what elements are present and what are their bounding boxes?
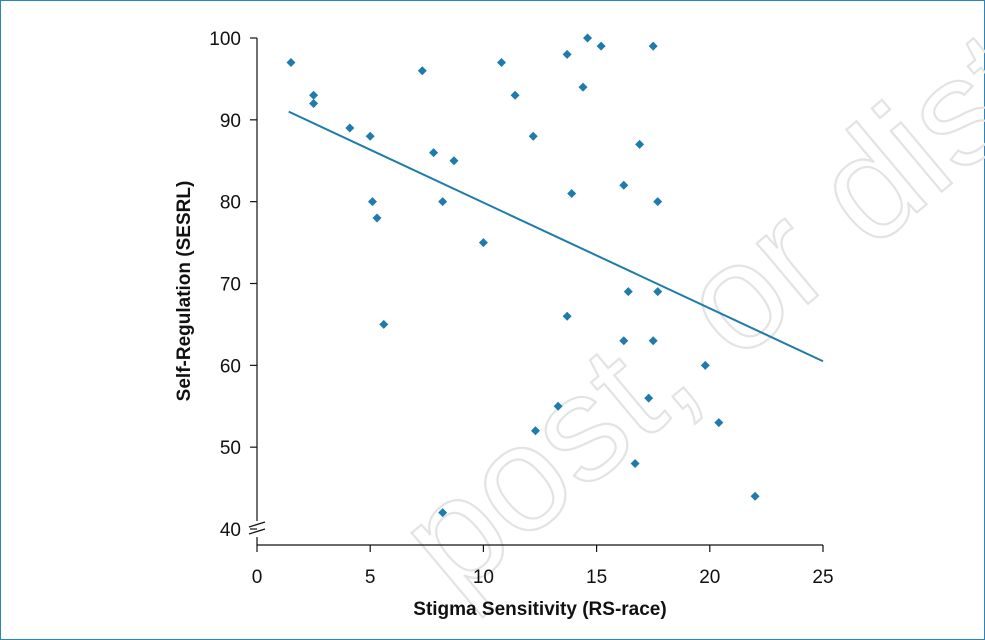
x-tick-label: 20 [699, 567, 720, 588]
y-axis-break-mark-2 [248, 528, 266, 535]
data-point [478, 238, 488, 248]
data-point [449, 156, 459, 166]
y-tick-label: 40 [220, 520, 241, 541]
x-tick-label: 0 [252, 567, 263, 588]
y-axis-title: Self-Regulation (SESRL) [174, 181, 195, 402]
data-point [567, 188, 577, 198]
data-point [309, 98, 319, 108]
data-point [596, 41, 606, 51]
x-tick-label: 5 [365, 567, 376, 588]
data-point [286, 58, 296, 68]
data-point [530, 426, 540, 436]
data-point [644, 393, 654, 403]
data-point [367, 197, 377, 207]
y-ticks: 40 50 60 70 80 90 100 [209, 29, 257, 541]
data-point [438, 197, 448, 207]
watermark: post, or distrib [366, 0, 985, 626]
data-point [309, 90, 319, 100]
data-point [623, 287, 633, 297]
data-point [578, 82, 588, 92]
data-point [619, 336, 629, 346]
data-point [648, 41, 658, 51]
watermark-text: post, or distrib [368, 0, 985, 625]
data-point [379, 319, 389, 329]
data-point [648, 336, 658, 346]
data-point [553, 401, 563, 411]
x-tick-label: 25 [812, 567, 833, 588]
data-point [714, 418, 724, 428]
data-point [562, 311, 572, 321]
x-tick-label: 10 [473, 567, 494, 588]
data-point [365, 131, 375, 141]
trend-line [288, 110, 824, 363]
data-point [417, 66, 427, 76]
x-ticks: 0 5 10 15 20 25 [252, 545, 834, 588]
data-point [653, 197, 663, 207]
y-tick-label: 60 [220, 356, 241, 377]
data-point [429, 148, 439, 158]
y-tick-label: 80 [220, 193, 241, 214]
data-point [528, 131, 538, 141]
data-point [750, 491, 760, 501]
data-point [619, 180, 629, 190]
y-axis-break-mark-1 [248, 521, 266, 528]
x-axis-title: Stigma Sensitivity (RS-race) [413, 599, 666, 620]
data-point [635, 139, 645, 149]
data-point [372, 213, 382, 223]
data-point [583, 33, 593, 43]
data-point [700, 360, 710, 370]
y-tick-label: 50 [220, 438, 241, 459]
y-tick-label: 100 [209, 29, 241, 50]
y-tick-label: 70 [220, 275, 241, 296]
y-tick-label: 90 [220, 111, 241, 132]
data-points [286, 33, 760, 518]
data-point [438, 508, 448, 518]
data-point [562, 49, 572, 59]
data-point [497, 58, 507, 68]
data-point [630, 459, 640, 469]
data-point [345, 123, 355, 133]
data-point [510, 90, 520, 100]
axes: Stigma Sensitivity (RS-race) Self-Regula… [174, 38, 823, 620]
x-tick-label: 15 [586, 567, 607, 588]
data-point [653, 287, 663, 297]
